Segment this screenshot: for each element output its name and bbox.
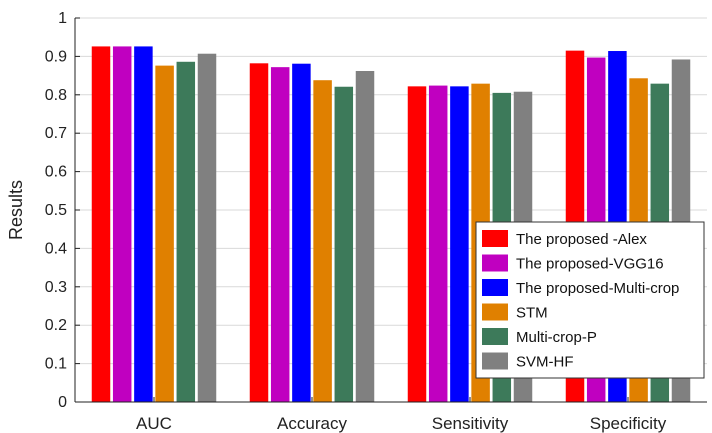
bar <box>407 86 427 402</box>
x-tick-label: Specificity <box>590 414 667 433</box>
y-tick-label: 0 <box>58 394 67 411</box>
y-tick-label: 0.6 <box>45 164 67 181</box>
legend-swatch <box>482 279 508 296</box>
bar <box>355 70 375 403</box>
legend-swatch <box>482 254 508 272</box>
bar <box>292 63 311 402</box>
y-tick-label: 0.3 <box>45 279 67 296</box>
y-tick-label: 0.9 <box>45 48 67 65</box>
y-tick-label: 0.1 <box>45 356 67 373</box>
bar <box>270 67 290 403</box>
bar <box>197 53 217 403</box>
legend-label: The proposed-VGG16 <box>516 256 664 273</box>
legend-swatch <box>482 328 508 345</box>
bar <box>450 86 469 402</box>
x-tick-label: AUC <box>136 414 172 433</box>
bar <box>112 46 132 403</box>
legend-label: STM <box>516 305 548 322</box>
y-tick-label: 0.8 <box>45 87 67 104</box>
y-axis-title: Results <box>6 180 26 240</box>
legend-label: The proposed-Multi-crop <box>516 280 679 297</box>
legend-label: The proposed -Alex <box>516 231 647 248</box>
bar <box>91 46 111 403</box>
bar <box>428 85 448 402</box>
y-tick-label: 0.2 <box>45 317 67 334</box>
bar <box>155 65 174 403</box>
x-tick-label: Accuracy <box>277 414 347 433</box>
y-tick-label: 1 <box>58 10 67 27</box>
y-tick-label: 0.5 <box>45 202 67 219</box>
y-tick-label: 0.4 <box>45 240 67 257</box>
legend-label: SVM-HF <box>516 354 574 371</box>
y-tick-label: 0.7 <box>45 125 67 142</box>
legend-swatch <box>482 303 508 321</box>
bar <box>134 46 153 403</box>
legend-swatch <box>482 230 508 247</box>
x-tick-label: Sensitivity <box>432 414 509 433</box>
axes: 0 0.1 0.2 0.3 0.4 0.5 0.6 0.7 0.8 0.9 1 AUC Accuracy… <box>45 10 707 433</box>
legend-box <box>475 221 705 379</box>
legend-label: Multi-crop-P <box>516 329 597 346</box>
bar <box>334 86 354 403</box>
bar <box>176 61 196 402</box>
bar <box>249 63 269 403</box>
legend-swatch <box>482 352 508 370</box>
legend: The proposed -Alex The proposed-VGG16 The … <box>475 221 705 379</box>
bar <box>313 80 332 403</box>
